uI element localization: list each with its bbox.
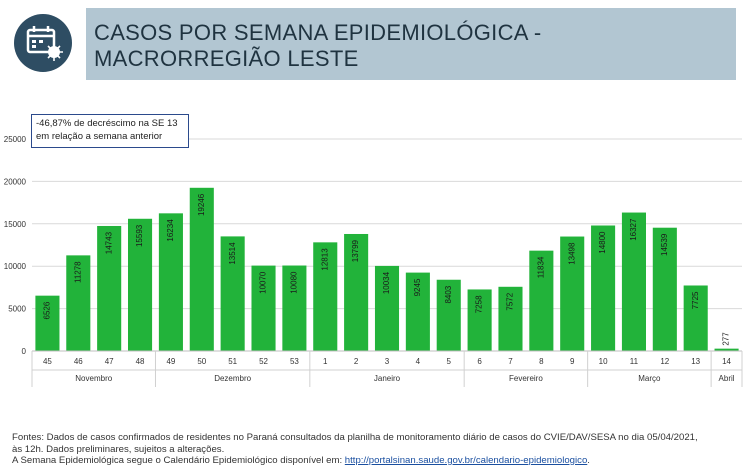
calendar-link[interactable]: http://portalsinan.saude.gov.br/calendar…: [344, 455, 588, 466]
page-title: CASOS POR SEMANA EPIDEMIOLÓGICA - MACROR…: [94, 20, 542, 71]
value-label-47: 14743: [104, 231, 113, 254]
x-tick-label-5: 5: [447, 357, 452, 366]
bar-1: [313, 242, 338, 351]
bar-2: [344, 233, 369, 351]
bar-46: [66, 255, 91, 351]
value-label-1: 12813: [320, 248, 329, 271]
x-tick-label-7: 7: [508, 357, 513, 366]
month-label-2: Janeiro: [374, 374, 401, 383]
x-tick-label-2: 2: [354, 357, 359, 366]
footer-line-2: às 12h. Dados preliminares, sujeitos a a…: [12, 443, 225, 455]
x-tick-label-10: 10: [599, 357, 608, 366]
x-tick-label-45: 45: [43, 357, 52, 366]
value-label-11: 16327: [629, 218, 638, 241]
footer-line-3-suffix: .: [587, 455, 590, 466]
x-tick-label-49: 49: [166, 357, 175, 366]
value-label-6: 7258: [475, 295, 484, 313]
value-label-10: 14800: [598, 231, 607, 254]
value-labels: 6526 11278 14743 15593 16234 19246 13514 10070 1…: [43, 193, 731, 345]
bar-9: [560, 236, 585, 351]
value-label-8: 11834: [536, 256, 545, 278]
bar-52: [251, 265, 276, 351]
header-band: [86, 8, 736, 80]
value-label-53: 10080: [290, 271, 299, 294]
y-tick-label-2: 10000: [4, 262, 27, 271]
x-tick-label-13: 13: [691, 357, 700, 366]
value-label-2: 13799: [351, 239, 360, 262]
value-label-46: 11278: [73, 261, 82, 283]
bar-47: [97, 225, 122, 351]
value-label-5: 8403: [444, 285, 453, 303]
value-label-45: 6526: [43, 301, 52, 319]
month-label-4: Março: [638, 374, 661, 383]
x-tick-label-8: 8: [539, 357, 544, 366]
value-label-7: 7572: [506, 292, 515, 310]
value-label-4: 9245: [413, 278, 422, 296]
value-label-9: 13498: [567, 242, 576, 265]
bar-50: [189, 187, 214, 351]
x-tick-label-46: 46: [74, 357, 83, 366]
x-tick-label-9: 9: [570, 357, 575, 366]
month-label-1: Dezembro: [214, 374, 251, 383]
x-tick-label-3: 3: [385, 357, 390, 366]
bar-7: [498, 286, 523, 351]
value-label-51: 13514: [228, 242, 237, 265]
bar-12: [652, 227, 677, 351]
value-label-52: 10070: [259, 271, 268, 294]
bar-49: [158, 213, 183, 351]
bar-8: [529, 250, 554, 351]
x-axis: 45 46 47 48 49 50 51 52 53 1 2 3 4 5 6 7 8 9 10 11 12 13 14Nov…: [31, 350, 743, 387]
month-label-5: Abril: [719, 374, 735, 383]
bar-53: [282, 265, 307, 351]
footer-line-1: Fontes: Dados de casos confirmados de re…: [12, 432, 698, 443]
value-label-12: 14539: [660, 233, 669, 256]
source-footer: Fontes: Dados de casos confirmados de re…: [12, 432, 740, 467]
footer-line-3-prefix: A Semana Epidemiológica segue o Calendár…: [12, 455, 345, 466]
calendar-virus-icon: [14, 14, 72, 72]
x-tick-label-12: 12: [660, 357, 669, 366]
y-tick-label-0: 0: [22, 347, 27, 356]
x-tick-label-52: 52: [259, 357, 268, 366]
bar-48: [128, 218, 153, 351]
x-tick-label-1: 1: [323, 357, 328, 366]
value-label-3: 10034: [382, 271, 391, 294]
x-tick-label-47: 47: [105, 357, 114, 366]
y-axis-ticks: 0 5000 10000 15000 20000 25000: [4, 135, 27, 356]
month-label-0: Novembro: [75, 374, 112, 383]
bar-6: [467, 289, 492, 351]
x-tick-label-14: 14: [722, 357, 731, 366]
value-label-13: 7725: [691, 291, 700, 309]
chart-bars: [35, 187, 739, 351]
bar-5: [436, 279, 461, 351]
footer-line-3: A Semana Epidemiológica segue o Calendár…: [12, 455, 740, 467]
x-tick-label-6: 6: [477, 357, 482, 366]
x-tick-label-53: 53: [290, 357, 299, 366]
value-label-49: 16234: [166, 219, 175, 242]
annotation-box: -46,87% de decréscimo na SE 13 em relaçã…: [31, 114, 189, 148]
x-tick-label-4: 4: [416, 357, 421, 366]
bar-3: [374, 265, 400, 351]
x-tick-label-50: 50: [197, 357, 206, 366]
value-label-14: 277: [722, 332, 731, 346]
y-tick-label-1: 5000: [8, 305, 26, 314]
value-label-48: 15593: [135, 224, 144, 247]
x-tick-label-48: 48: [136, 357, 145, 366]
y-tick-label-3: 15000: [4, 220, 27, 229]
bar-11: [621, 212, 646, 351]
value-label-50: 19246: [197, 193, 206, 216]
month-label-3: Fevereiro: [509, 374, 543, 383]
bar-4: [405, 272, 430, 351]
y-tick-label-4: 20000: [4, 177, 27, 186]
bar-13: [683, 285, 708, 351]
bar-14: [714, 348, 739, 351]
bar-45: [35, 295, 60, 351]
y-tick-label-5: 25000: [4, 135, 27, 144]
bar-51: [220, 236, 245, 351]
bar-10: [591, 225, 616, 351]
x-tick-label-11: 11: [630, 357, 639, 366]
x-tick-label-51: 51: [228, 357, 237, 366]
